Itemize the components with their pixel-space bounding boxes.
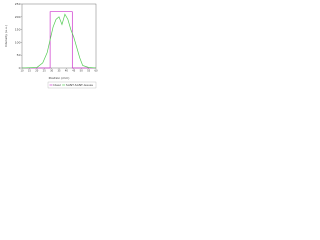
series-line xyxy=(21,13,97,69)
y-tick-label: 250 xyxy=(15,2,21,6)
x-tick-label: 50 xyxy=(80,70,84,73)
y-tick-label: 100 xyxy=(15,40,21,44)
x-axis-label: Position (mm) xyxy=(49,76,70,80)
x-tick-label: 15 xyxy=(28,70,32,73)
x-tick-label: 25 xyxy=(43,70,47,73)
series-line xyxy=(22,11,96,69)
legend-box xyxy=(47,81,97,89)
legend-label: Ideal xyxy=(53,83,60,87)
x-tick-label: 60 xyxy=(94,70,98,73)
x-tick-label: 55 xyxy=(87,70,91,73)
plot-frame xyxy=(21,3,97,69)
y-tick-label: 200 xyxy=(15,15,21,19)
x-tick-label: 10 xyxy=(20,70,24,73)
x-tick-label: 45 xyxy=(72,70,76,73)
x-tick-label: 40 xyxy=(65,70,69,73)
x-tick-label: 30 xyxy=(50,70,54,73)
y-tick-label: 150 xyxy=(15,28,21,32)
y-tick-label: 0 xyxy=(19,66,21,70)
y-tick-label: 50 xyxy=(17,53,21,57)
x-tick-label: 20 xyxy=(35,70,39,73)
legend-label: SANT-SANT-Gauss xyxy=(66,83,94,87)
y-axis-label: Intensity (a.u.) xyxy=(4,25,8,47)
x-tick-label: 35 xyxy=(57,70,61,73)
chart: Position (mm) Intensity (a.u.) 0 50 100 150… xyxy=(4,2,98,89)
